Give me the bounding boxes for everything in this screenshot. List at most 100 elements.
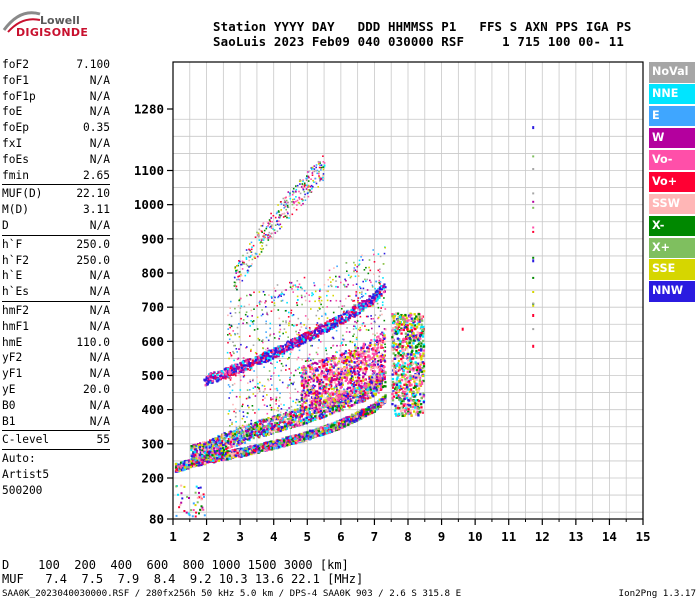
echo-point [302,409,306,412]
echo-point [248,396,251,399]
echo-point [330,387,333,391]
echo-point [362,295,365,297]
echo-point [381,354,384,356]
echo-point [361,296,363,298]
echo-point [322,432,325,435]
echo-point [350,370,353,373]
param-row: B1 N/A [2,414,110,430]
echo-point [272,440,275,444]
echo-point [374,381,377,384]
param-row: foF1p N/A [2,89,110,105]
echo-point [243,435,246,438]
echo-point [357,350,361,353]
echo-point [314,402,317,405]
echo-point [370,339,373,342]
echo-point [242,415,245,418]
echo-point [315,367,318,370]
echo-point [338,349,341,352]
echo-point [382,277,384,279]
echo-point [356,322,358,325]
header-fields: Station YYYY DAY DDD HHMMSS P1 FFS S AXN… [213,19,632,34]
echo-point [347,382,350,385]
echo-point [347,404,350,407]
echo-point [326,358,329,361]
echo-point [258,425,261,429]
echo-point [290,382,293,385]
echo-point [343,397,346,400]
echo-point [216,450,219,453]
echo-point [333,401,336,404]
echo-point [297,334,300,336]
echo-point [354,275,357,278]
echo-point [244,449,247,452]
echo-point [370,343,373,346]
echo-point [314,327,317,329]
echo-point [332,387,335,390]
param-value: N/A [89,414,110,428]
echo-point [355,357,359,360]
param-row: foE N/A [2,104,110,120]
echo-point [384,397,387,400]
echo-point [321,403,324,406]
echo-point [254,422,257,425]
echo-point [333,404,336,407]
echo-point [278,405,280,407]
echo-point [288,356,290,359]
echo-point [225,443,228,446]
echo-point [267,446,270,450]
echo-point [292,420,295,423]
echo-point [288,322,290,324]
echo-point [225,447,228,450]
echo-point [292,400,294,403]
echo-point [323,371,325,373]
echo-point [342,372,345,375]
echo-point [249,335,251,337]
echo-point [315,393,318,396]
echo-point [188,464,191,467]
echo-point [360,399,363,402]
echo-point [254,423,257,426]
echo-point [283,420,286,424]
echo-point [351,315,354,318]
echo-point [264,431,267,434]
echo-point [280,300,283,302]
echo-point [324,363,327,366]
echo-point [246,447,249,450]
echo-point [270,422,273,425]
echo-point [330,285,333,288]
param-separator [2,449,110,451]
echo-point [333,372,335,375]
echo-point [351,399,354,402]
echo-point [269,334,271,337]
echo-point [323,403,326,406]
echo-point [380,375,383,378]
echo-point [249,432,252,436]
echo-point [230,454,233,457]
echo-point [309,378,312,382]
echo-point [354,351,356,353]
echo-point [293,374,295,377]
echo-point [248,303,250,306]
echo-point [330,429,333,432]
echo-point [192,460,195,463]
echo-point [362,342,365,345]
echo-point [329,395,332,398]
echo-point [360,355,363,358]
echo-point [338,378,340,381]
echo-points [174,126,535,518]
echo-point [247,404,249,407]
echo-point [275,396,278,399]
echo-point [343,400,346,403]
echo-point [273,333,275,335]
echo-point [349,367,352,371]
echo-point [313,371,316,374]
echo-point [372,406,375,409]
echo-point [343,352,346,354]
param-name: foF1 [2,73,29,87]
echo-point [339,376,342,379]
echo-point [235,444,238,447]
echo-point [289,412,293,415]
echo-point [329,366,332,369]
echo-point [294,418,297,421]
echo-point [250,452,253,456]
